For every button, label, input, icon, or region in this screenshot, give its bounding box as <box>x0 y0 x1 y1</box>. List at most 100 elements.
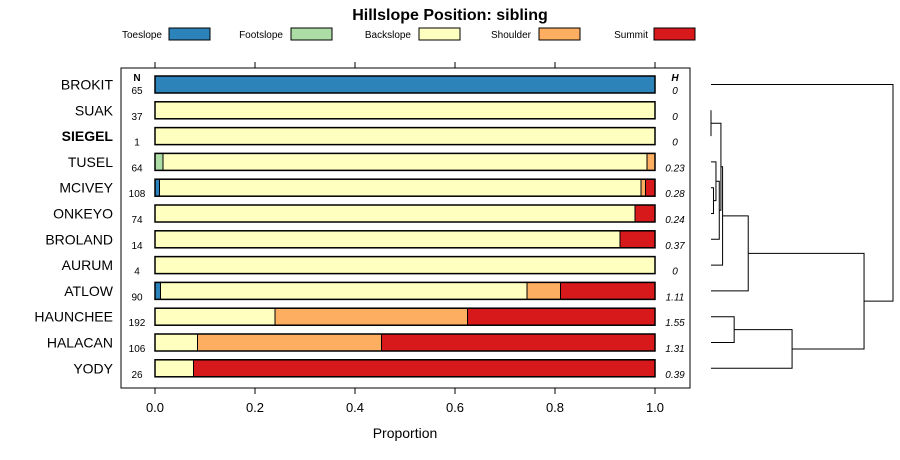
legend-swatch-summit <box>653 27 696 41</box>
row-label-siegel: SIEGEL <box>62 128 114 144</box>
bar-outline-yody <box>154 359 656 378</box>
row-label-atlow: ATLOW <box>64 283 114 299</box>
bar-segment-halacan-summit <box>381 333 656 352</box>
row-n-aurum: 4 <box>134 267 140 278</box>
chart-title: Hillslope Position: sibling <box>352 7 548 24</box>
row-h-aurum: 0 <box>672 267 678 278</box>
row-label-halacan: HALACAN <box>47 335 113 351</box>
row-label-broland: BROLAND <box>45 231 113 247</box>
row-h-suak: 0 <box>672 112 678 123</box>
row-h-halacan: 1.31 <box>665 344 684 355</box>
bar-segment-suak-backslope <box>154 101 656 120</box>
legend-swatch-backslope <box>418 27 461 41</box>
dendrogram-merge-10 <box>748 252 865 350</box>
row-n-tusel: 64 <box>131 163 143 174</box>
bar-segment-aurum-backslope <box>154 256 656 275</box>
bar-outline-tusel <box>154 152 656 172</box>
bar-segment-onkeyo-summit <box>634 204 656 223</box>
legend: Toeslope Footslope Backslope Shoulder Summit <box>122 27 696 41</box>
dendrogram-merge-8 <box>711 316 735 343</box>
dendrogram-merge-5 <box>711 122 722 211</box>
row-n-yody: 26 <box>131 370 143 381</box>
x-tick-label: 0.0 <box>146 400 164 415</box>
row-n-onkeyo: 74 <box>131 215 143 226</box>
row-h-atlow: 1.11 <box>666 292 685 303</box>
dendrogram-merge-9 <box>711 329 793 369</box>
bar-segment-haunchee-shoulder <box>274 307 468 326</box>
row-h-mcivey: 0.28 <box>665 189 685 200</box>
dendrogram-merge-4 <box>711 180 720 240</box>
bar-segment-atlow-summit <box>560 281 656 300</box>
bar-segment-mcivey-summit <box>645 178 656 197</box>
row-n-siegel: 1 <box>134 138 140 149</box>
bar-segment-halacan-backslope <box>154 333 198 352</box>
bar-segment-yody-summit <box>193 359 656 378</box>
bar-outline-halacan <box>154 333 656 352</box>
legend-label-backslope: Backslope <box>365 30 412 41</box>
legend-label-footslope: Footslope <box>239 30 283 41</box>
panel-frame <box>120 67 691 389</box>
bar-outline-atlow <box>154 281 656 301</box>
bar-outline-haunchee <box>154 307 656 326</box>
x-tick-label: 0.6 <box>446 400 464 415</box>
bar-segment-atlow-toeslope <box>154 281 161 300</box>
legend-label-summit: Summit <box>614 30 648 41</box>
bar-segment-haunchee-backslope <box>154 307 276 326</box>
row-n-mcivey: 108 <box>129 189 146 200</box>
bar-segment-tusel-backslope <box>162 152 648 171</box>
bar-segment-broland-backslope <box>154 230 621 249</box>
row-n-haunchee: 192 <box>129 318 146 329</box>
bar-segment-tusel-footslope <box>154 152 164 171</box>
row-h-onkeyo: 0.24 <box>665 215 685 226</box>
row-label-suak: SUAK <box>75 102 114 118</box>
row-n-broland: 14 <box>131 241 143 252</box>
dendrogram <box>710 84 894 369</box>
bar-segment-atlow-backslope <box>160 281 528 300</box>
legend-label-toeslope: Toeslope <box>122 30 162 41</box>
bar-segment-haunchee-summit <box>467 307 656 326</box>
row-n-brokit: 65 <box>131 86 143 97</box>
x-tick-label: 1.0 <box>646 400 664 415</box>
row-h-broland: 0.37 <box>665 241 685 252</box>
dendrogram-merge-11 <box>711 84 894 302</box>
row-n-atlow: 90 <box>131 292 143 303</box>
row-label-mcivey: MCIVEY <box>59 180 113 196</box>
bar-segment-mcivey-shoulder <box>640 178 646 197</box>
row-label-tusel: TUSEL <box>68 154 113 170</box>
n-header: N <box>133 73 140 84</box>
row-h-yody: 0.39 <box>665 370 685 381</box>
bar-outline-onkeyo <box>154 204 656 223</box>
bar-segment-mcivey-backslope <box>159 178 642 197</box>
bar-segment-atlow-shoulder <box>526 281 561 300</box>
bar-outline-suak <box>154 101 656 120</box>
row-label-haunchee: HAUNCHEE <box>34 309 113 325</box>
row-h-haunchee: 1.55 <box>665 318 685 329</box>
dendrogram-merge-2 <box>711 187 714 214</box>
bar-segment-halacan-shoulder <box>197 333 382 352</box>
bar-segment-siegel-backslope <box>154 127 656 146</box>
row-label-brokit: BROKIT <box>61 77 114 93</box>
bar-outline-mcivey <box>154 178 656 197</box>
row-label-onkeyo: ONKEYO <box>53 206 113 222</box>
x-tick-label: 0.2 <box>246 400 264 415</box>
row-h-tusel: 0.23 <box>665 163 685 174</box>
bar-segment-onkeyo-backslope <box>154 204 636 223</box>
row-h-brokit: 0 <box>672 86 678 97</box>
x-tick-label: 0.4 <box>346 400 364 415</box>
bar-outline-siegel <box>154 126 656 146</box>
bar-outline-aurum <box>154 255 656 275</box>
h-header: H <box>671 73 679 84</box>
legend-swatch-shoulder <box>538 27 581 41</box>
row-label-aurum: AURUM <box>62 257 113 273</box>
x-axis-label: Proportion <box>373 425 438 441</box>
bar-segment-yody-backslope <box>154 359 194 378</box>
row-label-yody: YODY <box>73 360 113 376</box>
bar-segment-broland-summit <box>619 230 656 249</box>
legend-swatch-toeslope <box>168 27 211 41</box>
bar-segment-brokit-toeslope <box>154 75 656 94</box>
bar-outline-brokit <box>154 75 656 94</box>
dendrogram-merge-7 <box>711 215 749 292</box>
row-n-halacan: 106 <box>129 344 146 355</box>
row-n-suak: 37 <box>131 112 143 123</box>
